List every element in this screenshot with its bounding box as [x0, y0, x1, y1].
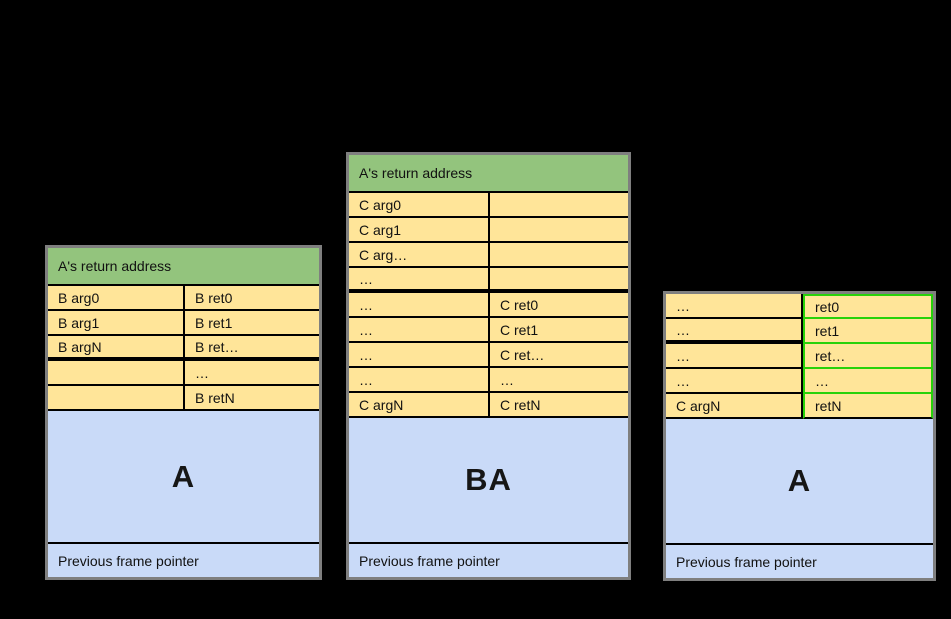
frame-area: BA: [349, 418, 628, 544]
stack-cell: C arg…: [349, 243, 490, 268]
stack-cell: …: [666, 294, 803, 319]
stack-cell: …: [349, 343, 490, 368]
table-row: … C ret0: [349, 293, 628, 318]
stack-cell: …: [349, 368, 490, 393]
stack-cell: C arg1: [349, 218, 490, 243]
stack-cell: [48, 361, 185, 386]
stack-cell: [490, 193, 628, 218]
stack-cell: C argN: [666, 394, 803, 419]
table-row: … ret1: [666, 319, 933, 344]
stack-cell: …: [349, 318, 490, 343]
frame-label: BA: [465, 462, 512, 497]
table-row: B retN: [48, 386, 319, 411]
stack-cell: B retN: [185, 386, 319, 411]
previous-frame-pointer: Previous frame pointer: [48, 544, 319, 577]
table-row: B arg0 B ret0: [48, 286, 319, 311]
stack-cell: [490, 243, 628, 268]
stack-cell: …: [349, 268, 490, 293]
table-row: …: [48, 361, 319, 386]
stack-cell: [490, 218, 628, 243]
stack-cell: [48, 386, 185, 411]
table-row: C arg1: [349, 218, 628, 243]
stack-cell: …: [349, 293, 490, 318]
stack-cell: B ret0: [185, 286, 319, 311]
table-row: C argN C retN: [349, 393, 628, 418]
return-address-header: A's return address: [48, 248, 319, 286]
stack-cell: …: [666, 344, 803, 369]
stack-cell: C ret0: [490, 293, 628, 318]
table-row: C arg0: [349, 193, 628, 218]
table-row: … …: [349, 368, 628, 393]
stack-cell-highlighted: ret…: [803, 344, 933, 369]
stack-frame-table-right: … ret0 … ret1 … ret… … … C argN retN A P…: [663, 291, 936, 581]
table-row: … C ret…: [349, 343, 628, 368]
previous-frame-pointer: Previous frame pointer: [666, 545, 933, 578]
table-row: … ret…: [666, 344, 933, 369]
stack-cell: B ret1: [185, 311, 319, 336]
table-row: … …: [666, 369, 933, 394]
return-address-header: A's return address: [349, 155, 628, 193]
frame-area: A: [666, 419, 933, 545]
table-row: B argN B ret…: [48, 336, 319, 361]
stack-cell: B arg0: [48, 286, 185, 311]
previous-frame-pointer: Previous frame pointer: [349, 544, 628, 577]
stack-cell-highlighted: ret1: [803, 319, 933, 344]
frame-label: A: [787, 463, 812, 498]
table-row: C argN retN: [666, 394, 933, 419]
stack-cell-highlighted: ret0: [803, 294, 933, 319]
stack-cell: [490, 268, 628, 293]
frame-area: A: [48, 411, 319, 544]
stack-cell: …: [666, 369, 803, 394]
stack-cell: …: [666, 319, 803, 344]
stack-cell: C ret…: [490, 343, 628, 368]
table-row: C arg…: [349, 243, 628, 268]
stack-cell-highlighted: retN: [803, 394, 933, 419]
frame-label: A: [171, 458, 196, 494]
stack-frame-table-left: A's return address B arg0 B ret0 B arg1 …: [45, 245, 322, 580]
table-row: B arg1 B ret1: [48, 311, 319, 336]
stack-cell: B ret…: [185, 336, 319, 361]
stack-cell: C argN: [349, 393, 490, 418]
stack-frame-table-middle: A's return address C arg0 C arg1 C arg… …: [346, 152, 631, 580]
table-row: …: [349, 268, 628, 293]
stack-cell: B argN: [48, 336, 185, 361]
stack-cell-highlighted: …: [803, 369, 933, 394]
stack-cell: B arg1: [48, 311, 185, 336]
stack-cell: C ret1: [490, 318, 628, 343]
stack-cell: C retN: [490, 393, 628, 418]
table-row: … ret0: [666, 294, 933, 319]
stack-cell: C arg0: [349, 193, 490, 218]
stack-cell: …: [185, 361, 319, 386]
stack-cell: …: [490, 368, 628, 393]
table-row: … C ret1: [349, 318, 628, 343]
